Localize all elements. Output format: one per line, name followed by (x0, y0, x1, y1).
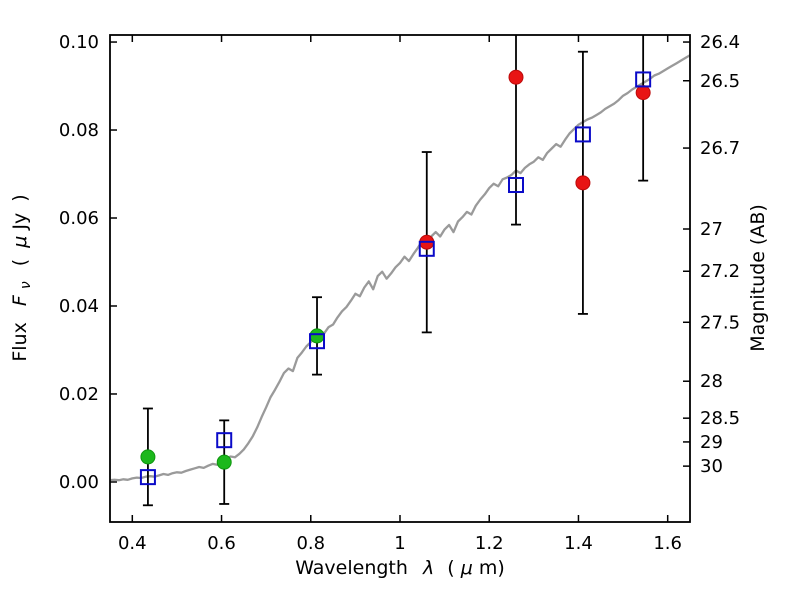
x-axis-label-paren-open: ( (447, 557, 454, 579)
x-tick-label: 0.6 (207, 533, 236, 554)
x-tick-label: 0.4 (118, 533, 147, 554)
model-photometry-marker (139, 469, 156, 486)
x-axis-label-mu: μ (460, 557, 473, 579)
y-tick-label-left: 0.08 (59, 120, 99, 141)
y-tick-label-right: 27.5 (700, 312, 740, 333)
x-axis-label-word: Wavelength (295, 557, 408, 579)
model-spectrum-line (110, 54, 690, 482)
y-axis-label-subscript: ν (18, 281, 34, 289)
y-tick-label-right: 28 (700, 371, 723, 392)
y-axis-label-unit: Jy (9, 213, 31, 231)
y-tick-label-right: 27.2 (700, 261, 740, 282)
y-axis-label-right: Magnitude (AB) (747, 204, 769, 352)
y-tick-label-right: 28.5 (700, 408, 740, 429)
model-photometry-marker (635, 71, 652, 88)
y-tick-label-right: 26.5 (700, 71, 740, 92)
y-tick-label-right: 26.4 (700, 32, 740, 53)
y-tick-label-left: 0.04 (59, 296, 99, 317)
x-tick-label: 1.6 (653, 533, 682, 554)
model-photometry-marker (418, 240, 435, 257)
y-axis-label-symbol: F (9, 294, 31, 306)
model-photometry-marker (574, 126, 591, 143)
observed-photometry-optical-marker (216, 454, 232, 470)
y-axis-label-paren-open: ( (9, 259, 31, 266)
y-tick-label-left: 0.10 (59, 32, 99, 53)
y-tick-label-left: 0.00 (59, 472, 99, 493)
model-photometry-marker (309, 333, 326, 350)
x-tick-label: 1.4 (564, 533, 593, 554)
error-bars (142, 35, 649, 507)
x-axis-label: Wavelength λ ( μ m) (295, 557, 505, 579)
axes-frame (109, 34, 691, 523)
observed-photometry-nir-marker (575, 175, 591, 191)
x-axis-label-paren-close: m) (479, 557, 505, 579)
y-tick-label-right: 27 (700, 219, 723, 240)
y-axis-label-word: Flux (9, 322, 31, 362)
y-tick-label-right: 30 (700, 456, 723, 477)
model-photometry-marker (508, 177, 524, 194)
y-tick-label-right: 29 (700, 432, 723, 453)
y-axis-label-left: Flux F ν ( μ Jy ) (9, 194, 35, 361)
x-axis-label-symbol: λ (422, 557, 434, 579)
observed-photometry-optical-marker (140, 449, 156, 465)
model-photometry-marker (216, 432, 233, 449)
observed-photometry-nir-marker (635, 85, 651, 101)
y-axis-label-paren-close: ) (9, 194, 31, 201)
y-tick-label-left: 0.02 (59, 384, 99, 405)
y-tick-label-left: 0.06 (59, 208, 99, 229)
y-axis-label-mu: μ (9, 236, 31, 249)
observed-photometry-optical-marker (309, 328, 325, 344)
x-tick-label: 0.8 (296, 533, 325, 554)
x-tick-label: 1 (394, 533, 405, 554)
observed-photometry-nir-marker (508, 69, 524, 85)
y-tick-label-right: 26.7 (700, 138, 740, 159)
x-tick-label: 1.2 (475, 533, 504, 554)
